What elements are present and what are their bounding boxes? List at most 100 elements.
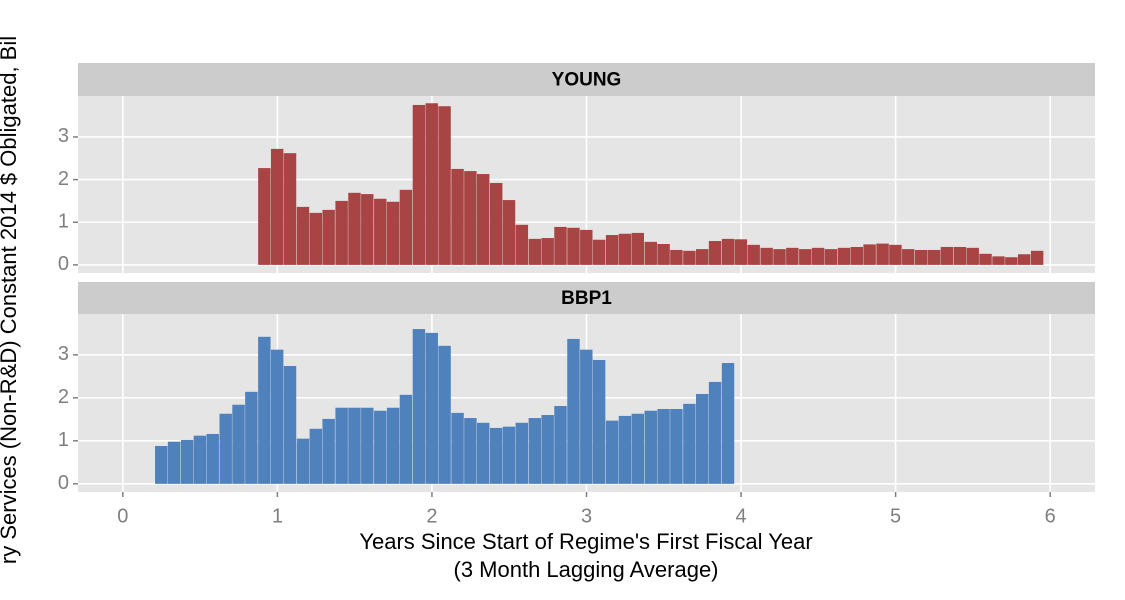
bar — [567, 227, 580, 265]
bar — [747, 244, 760, 265]
bar — [412, 104, 426, 265]
bar — [1030, 250, 1044, 265]
x-tick-label: 6 — [1045, 505, 1056, 527]
bar — [541, 238, 554, 265]
y-tick-label: 1 — [58, 429, 69, 451]
y-tick-label: 0 — [58, 472, 69, 494]
bar — [1017, 254, 1031, 265]
bar — [399, 189, 413, 265]
bar — [683, 403, 696, 484]
bar — [683, 250, 696, 265]
bar — [631, 232, 644, 265]
bar — [296, 438, 310, 484]
bar — [399, 394, 413, 484]
bar — [644, 241, 657, 265]
bar — [567, 338, 580, 484]
bar — [322, 209, 335, 265]
bar — [283, 153, 297, 265]
bar — [592, 239, 606, 265]
bar — [902, 249, 915, 265]
bar — [657, 409, 670, 484]
bar — [992, 256, 1005, 265]
bar — [670, 249, 683, 265]
x-tick-label: 5 — [890, 505, 901, 527]
bar — [425, 103, 438, 265]
bar — [721, 238, 735, 265]
bar — [889, 244, 902, 265]
bar — [335, 200, 348, 265]
bar — [580, 229, 593, 265]
bar — [657, 243, 670, 265]
bar — [155, 445, 168, 484]
bar — [811, 247, 825, 265]
bar — [940, 246, 954, 265]
y-tick-label: 3 — [58, 125, 69, 147]
bar — [270, 148, 284, 265]
bar — [309, 212, 323, 265]
bar — [322, 418, 335, 484]
bar — [799, 249, 812, 265]
bar — [953, 246, 967, 265]
bar — [605, 235, 619, 265]
bar — [386, 407, 400, 484]
bar — [760, 247, 773, 265]
strip-background — [78, 282, 1095, 314]
bar — [696, 393, 709, 484]
y-tick-label: 1 — [58, 211, 69, 233]
bar — [180, 439, 194, 484]
bar — [966, 247, 979, 265]
y-axis-title: ry Services (Non-R&D) Constant 2014 $ Ob… — [0, 36, 21, 564]
bar — [296, 206, 310, 265]
strip-label: YOUNG — [552, 70, 622, 91]
bar — [232, 404, 245, 484]
bar — [489, 427, 503, 484]
bar — [167, 441, 181, 484]
x-tick-label: 0 — [117, 505, 128, 527]
bar — [258, 336, 271, 484]
bar — [708, 381, 722, 484]
y-tick-label: 2 — [58, 168, 69, 190]
bar — [528, 238, 542, 265]
bar — [773, 249, 786, 265]
bar — [618, 233, 632, 265]
x-axis-title: Years Since Start of Regime's First Fisc… — [359, 529, 812, 554]
bar — [489, 183, 503, 265]
bar — [696, 249, 709, 265]
bar — [605, 420, 619, 484]
bar — [515, 224, 529, 265]
bar — [386, 201, 400, 265]
y-tick-label: 3 — [58, 343, 69, 365]
bar — [592, 360, 606, 484]
bar — [425, 332, 438, 484]
bar — [927, 249, 941, 265]
bar — [670, 409, 683, 484]
bar — [708, 241, 722, 265]
bar — [721, 363, 735, 484]
bar — [348, 407, 361, 484]
bar — [515, 422, 529, 484]
bar — [541, 415, 554, 484]
bar — [476, 174, 490, 265]
x-tick-label: 2 — [426, 505, 437, 527]
bar — [438, 106, 451, 265]
x-tick-label: 1 — [272, 505, 283, 527]
bar — [464, 171, 477, 265]
bar — [850, 246, 863, 265]
y-tick-label: 0 — [58, 253, 69, 275]
bar — [374, 410, 387, 484]
bar — [644, 410, 657, 484]
bar — [1005, 257, 1018, 265]
bar — [412, 329, 426, 484]
bar — [554, 226, 567, 265]
bar — [270, 349, 284, 484]
bar — [979, 253, 992, 265]
bar — [554, 406, 567, 484]
bar — [206, 433, 219, 484]
bar — [734, 239, 748, 265]
bar — [438, 345, 451, 484]
bar — [502, 200, 516, 265]
bar — [374, 198, 387, 265]
strip-label: BBP1 — [561, 288, 612, 309]
bar — [528, 418, 542, 484]
bar — [824, 249, 838, 265]
